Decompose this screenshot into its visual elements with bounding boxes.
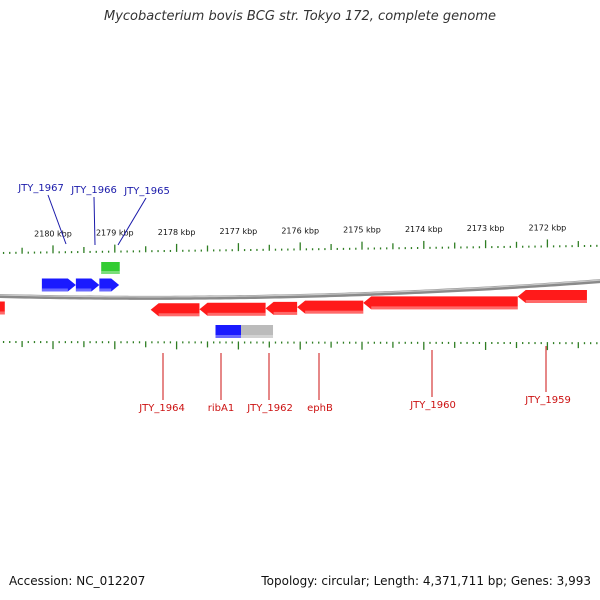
ruler-label: 2180 kbp <box>34 229 72 238</box>
genome-title: Mycobacterium bovis BCG str. Tokyo 172, … <box>104 9 496 24</box>
feature-shading <box>525 300 587 304</box>
reverse-gene-ribA1[interactable] <box>199 302 266 316</box>
feature-shading <box>305 310 364 314</box>
forward-gene-label-leader <box>47 194 67 245</box>
feature-shape <box>150 303 200 317</box>
genome-backbone-highlight <box>0 279 600 298</box>
reverse-gene-label[interactable]: JTY_1959 <box>524 395 571 406</box>
ruler-label: 2174 kbp <box>405 225 443 234</box>
feature-shape <box>41 278 76 292</box>
reverse-gene-label[interactable]: JTY_1962 <box>246 403 293 414</box>
feature-shading <box>99 288 112 292</box>
feature-blue-part <box>215 325 242 338</box>
ruler-label: 2177 kbp <box>220 227 258 236</box>
forward-gene-label-leader <box>93 196 96 246</box>
feature-shading <box>215 335 274 338</box>
reverse-gene-JTY_1962[interactable] <box>265 301 298 315</box>
reverse-gene-JTY_1960[interactable] <box>363 296 518 310</box>
forward-gene-JTY_1966[interactable] <box>75 278 100 292</box>
reverse-gene-label[interactable]: ephB <box>307 403 333 414</box>
feature-shading <box>41 288 68 292</box>
rna-shading <box>101 271 120 274</box>
feature-shape <box>517 290 587 304</box>
forward-gene-JTY_1967[interactable] <box>41 278 76 292</box>
feature-shading <box>75 288 92 292</box>
forward-gene-label[interactable]: JTY_1966 <box>70 185 117 196</box>
ruler-label: 2179 kbp <box>96 229 134 238</box>
genome-summary-text: Topology: circular; Length: 4,371,711 bp… <box>261 574 591 588</box>
feature-shape <box>297 300 364 314</box>
rna-feature[interactable] <box>101 262 120 274</box>
feature-shape <box>75 278 100 292</box>
feature-grey-part <box>241 325 274 338</box>
genome-backbone <box>0 279 600 300</box>
reverse-gene-label[interactable]: JTY_1964 <box>138 403 185 414</box>
ruler-label: 2175 kbp <box>343 226 381 235</box>
reverse-gene-label[interactable]: ribA1 <box>208 403 234 414</box>
feature-shape <box>265 301 298 315</box>
forward-gene-label-leader <box>117 197 147 246</box>
reverse-gene-ephB[interactable] <box>297 300 364 314</box>
feature-shading <box>0 311 5 315</box>
feature-shading <box>158 313 200 317</box>
feature-shape <box>363 296 518 310</box>
ruler-label: 2173 kbp <box>467 224 505 233</box>
reverse-gene-JTY_1964[interactable] <box>150 303 200 317</box>
feature-shading <box>371 306 518 310</box>
feature-shading <box>273 311 298 315</box>
forward-gene-JTY_1965[interactable] <box>99 278 120 292</box>
ruler-label: 2172 kbp <box>529 223 567 232</box>
reverse-gene-JTY_1959[interactable] <box>517 290 587 304</box>
ruler-label: 2176 kbp <box>281 226 319 235</box>
tick-marks <box>2 239 598 351</box>
feature-shading <box>207 312 266 316</box>
reverse-gene-unlabeled-0[interactable] <box>0 301 5 315</box>
secondary-feature[interactable] <box>215 325 274 338</box>
reverse-gene-label[interactable]: JTY_1960 <box>409 400 456 411</box>
feature-shape <box>199 302 266 316</box>
forward-gene-label[interactable]: JTY_1965 <box>123 186 170 197</box>
ruler-label: 2178 kbp <box>158 228 196 237</box>
forward-gene-label[interactable]: JTY_1967 <box>17 183 64 194</box>
accession-text: Accession: NC_012207 <box>9 574 146 588</box>
feature-shape <box>0 301 5 315</box>
feature-shape <box>99 278 120 292</box>
rna-shape <box>101 262 120 274</box>
